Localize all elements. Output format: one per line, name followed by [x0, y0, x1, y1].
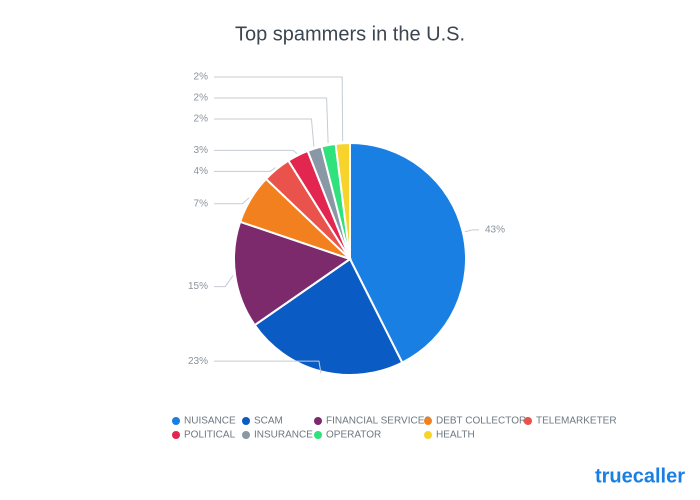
legend-item: NUISANCE	[172, 416, 236, 427]
legend-marker	[242, 431, 250, 439]
legend-label: POLITICAL	[184, 430, 236, 441]
pie-slice	[253, 257, 404, 376]
legend-marker	[242, 417, 250, 425]
leader-line	[214, 76, 344, 142]
data-label: 2%	[194, 93, 209, 104]
legend-marker	[314, 417, 322, 425]
legend-label: DEBT COLLECTOR	[436, 416, 526, 427]
pie-slice	[334, 141, 351, 260]
legend-marker	[524, 417, 532, 425]
leader-line	[464, 229, 479, 233]
data-label: 2%	[194, 114, 209, 125]
chart-title: Top spammers in the U.S.	[235, 23, 465, 45]
legend-marker	[424, 431, 432, 439]
legend-marker	[172, 431, 180, 439]
legend-label: SCAM	[254, 416, 283, 427]
data-label: 43%	[485, 225, 505, 236]
leader-line	[214, 275, 234, 288]
legend-item: TELEMARKETER	[524, 416, 617, 427]
legend-marker	[424, 417, 432, 425]
legend-label: NUISANCE	[184, 416, 236, 427]
data-label: 3%	[194, 145, 209, 156]
leader-line	[214, 167, 276, 172]
legend-marker	[172, 417, 180, 425]
data-label: 15%	[188, 281, 208, 292]
legend-marker	[314, 431, 322, 439]
legend-item: OPERATOR	[314, 430, 381, 441]
legend-item: FINANCIAL SERVICES	[314, 416, 431, 427]
leader-line	[214, 360, 322, 374]
logo: truecaller	[595, 465, 685, 487]
pie-slice	[233, 220, 353, 327]
data-label: 23%	[188, 356, 208, 367]
leader-line	[214, 97, 329, 144]
leader-line	[214, 197, 250, 205]
legend-item: SCAM	[242, 416, 283, 427]
legend-item: POLITICAL	[172, 430, 236, 441]
pie-slice	[349, 141, 467, 364]
legend-label: OPERATOR	[326, 430, 381, 441]
legend-label: FINANCIAL SERVICES	[326, 416, 431, 427]
data-label: 2%	[194, 72, 209, 83]
leader-line	[214, 149, 298, 154]
leader-line	[214, 118, 315, 147]
legend-label: HEALTH	[436, 430, 475, 441]
legend-label: TELEMARKETER	[536, 416, 617, 427]
legend-item: INSURANCE	[242, 430, 313, 441]
legend-item: DEBT COLLECTOR	[424, 416, 526, 427]
data-label: 7%	[194, 198, 209, 209]
legend-label: INSURANCE	[254, 430, 313, 441]
data-label: 4%	[194, 166, 209, 177]
legend-item: HEALTH	[424, 430, 475, 441]
